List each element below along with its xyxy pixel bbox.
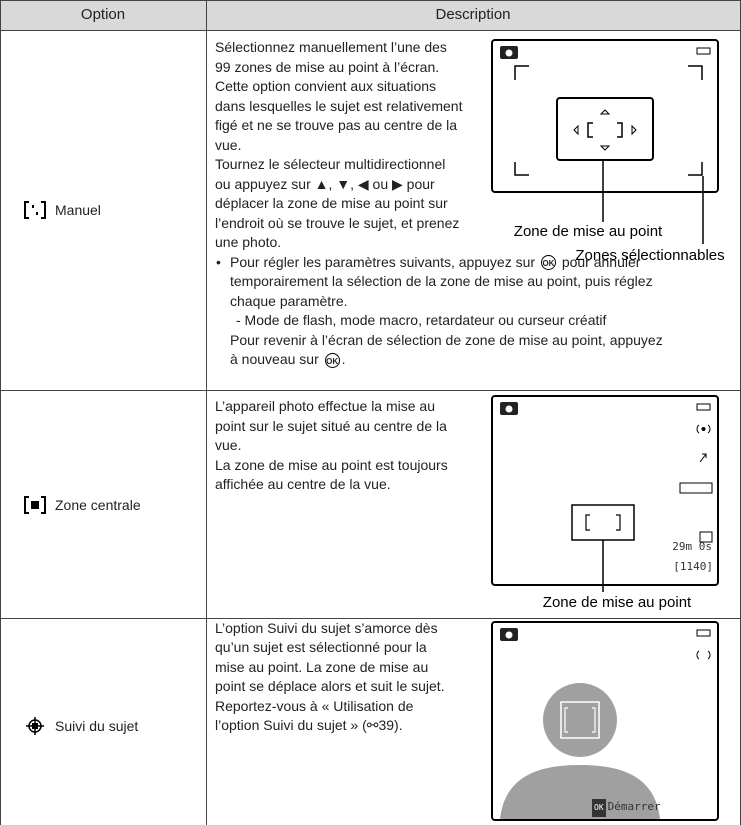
ok-badge: OK [592, 799, 606, 817]
description-line: L’appareil photo effectue la mise au [215, 398, 436, 414]
option-label: Suivi du sujet [55, 718, 139, 734]
sub-item: - Mode de flash, mode macro, retardateur… [236, 312, 607, 328]
description-line: déplacer la zone de mise au point sur [215, 195, 448, 211]
header-option: Option [80, 6, 126, 23]
screen-manual [491, 39, 719, 244]
description-line: Tournez le sélecteur multidirectionnel [215, 156, 446, 172]
description-line: Reportez-vous à « Utilisation de [215, 697, 414, 714]
figure-label: Zones sélectionnables [575, 247, 725, 264]
ok-icon: OK [540, 255, 556, 271]
bullet-line: Pour revenir à l’écran de sélection de z… [230, 331, 663, 348]
text: pour annuler [561, 253, 641, 270]
description-line: La zone de mise au point est toujours [215, 456, 448, 473]
description-line: dans lesquelles le sujet est relativemen… [215, 97, 463, 114]
text: Démarrer [607, 800, 661, 813]
description-line: ou appuyez sur ▲, ▼, ◀ ou ▶ pour [215, 175, 435, 192]
screen-tracking [491, 621, 719, 821]
option-icons [24, 201, 46, 735]
bullet-line: temporairement la sélection de la zone d… [230, 273, 653, 289]
description-line: vue. [215, 136, 242, 153]
ok-icon: OK [324, 352, 340, 368]
description-line: point se déplace alors et suit le sujet. [215, 678, 445, 695]
description-line: l’option Suivi du sujet » (⚯39). [215, 717, 403, 733]
bullet: • [216, 253, 221, 270]
description-line: mise au point. La zone de mise au [215, 658, 429, 675]
screen-start: OK Démarrer [592, 798, 661, 817]
description-line: Cette option convient aux situations [215, 78, 437, 94]
figure-label: Zone de mise au point [513, 223, 663, 240]
description-line: vue. [215, 437, 242, 453]
screen-text: 29m 0s [672, 540, 712, 553]
screen-text: [1140] [673, 560, 713, 573]
header-bg [0, 0, 741, 30]
description-line: l’endroit où se trouve le sujet, et pren… [215, 214, 460, 231]
text: Pour régler les paramètres suivants, app… [230, 253, 536, 270]
text: . [341, 351, 346, 367]
option-label: Manuel [55, 202, 101, 218]
bullet-line: à nouveau sur OK. [230, 350, 346, 368]
description-line: point sur le sujet situé au centre de la [215, 417, 447, 434]
figure-label: Zone de mise au point [542, 594, 692, 611]
bullet-line: chaque paramètre. [230, 292, 348, 309]
bullet-line: Pour régler les paramètres suivants, app… [230, 253, 640, 271]
description-line: qu’un sujet est sélectionné pour la [215, 639, 427, 656]
description-line: L’option Suivi du sujet s’amorce dès [215, 620, 438, 636]
description-line: Sélectionnez manuellement l’une des [215, 39, 447, 55]
screen-center [491, 395, 719, 592]
description-line: une photo. [215, 234, 282, 250]
text: à nouveau sur [230, 351, 319, 367]
option-label: Zone centrale [55, 497, 141, 513]
description-line: figé et ne se trouve pas au centre de la [215, 117, 458, 133]
description-line: 99 zones de mise au point à l’écran. [215, 58, 440, 75]
header-description: Description [435, 6, 511, 23]
description-line: affichée au centre de la vue. [215, 476, 391, 492]
